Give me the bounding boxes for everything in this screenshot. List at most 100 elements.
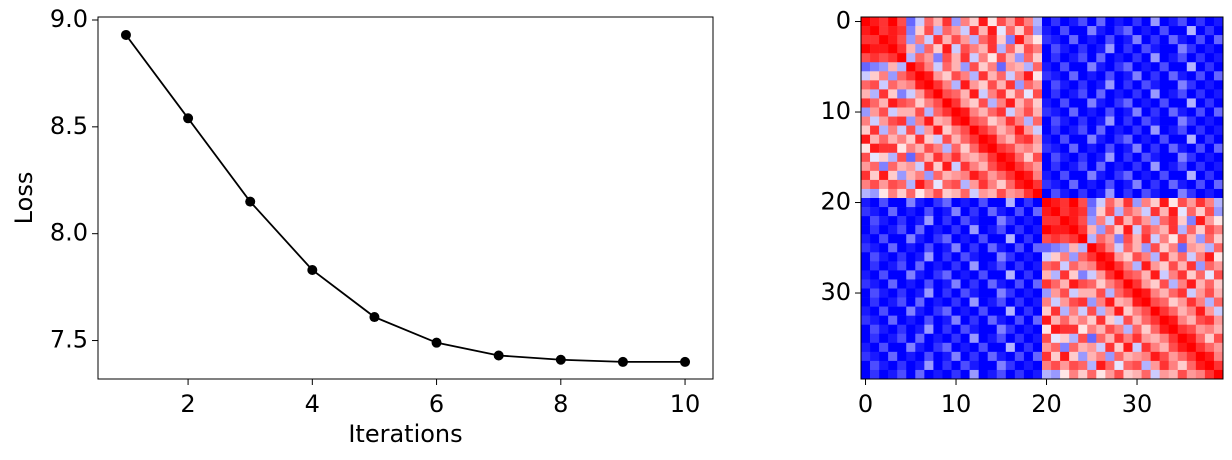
- heatmap-cell: [1014, 288, 1025, 298]
- heatmap-cell: [1213, 26, 1224, 36]
- heatmap-cell: [1060, 62, 1070, 72]
- heatmap-cell: [996, 26, 1007, 36]
- heatmap-cell: [1141, 306, 1151, 316]
- heatmap-cell: [1123, 369, 1133, 380]
- heatmap-cell: [888, 225, 898, 235]
- heatmap-cell: [1005, 261, 1016, 271]
- heatmap-cell: [978, 62, 988, 72]
- heatmap-cell: [1042, 98, 1052, 108]
- heatmap-cell: [1123, 207, 1133, 217]
- heatmap-cell: [870, 134, 880, 144]
- heatmap-cell: [915, 26, 925, 36]
- heatmap-cell: [1159, 134, 1169, 144]
- heatmap-cell: [1087, 252, 1097, 262]
- heatmap-cell: [1132, 26, 1142, 36]
- heatmap-cell: [1096, 125, 1106, 135]
- heatmap-cell: [1132, 134, 1142, 144]
- heatmap-cell: [1069, 252, 1079, 262]
- heatmap-cell: [1177, 161, 1188, 172]
- heatmap-cell: [1032, 333, 1043, 344]
- heatmap-cell: [1213, 71, 1224, 81]
- heatmap-cell: [1042, 279, 1052, 289]
- heatmap-cell: [1204, 360, 1215, 371]
- heatmap-cell: [1141, 134, 1151, 144]
- heatmap-cell: [888, 125, 898, 135]
- heatmap-cell: [1177, 143, 1188, 154]
- heatmap-cell: [1150, 288, 1160, 298]
- heatmap-cell: [1213, 207, 1224, 217]
- heatmap-cell: [1014, 342, 1025, 353]
- heatmap-cell: [1150, 270, 1160, 280]
- heatmap-cell: [879, 261, 889, 271]
- heatmap-cell: [1023, 143, 1034, 154]
- heatmap-cell: [924, 152, 934, 163]
- heatmap-cell: [942, 17, 952, 27]
- heatmap-cell: [1096, 44, 1106, 54]
- heatmap-cell: [924, 252, 934, 262]
- heatmap-cell: [1087, 98, 1097, 108]
- heatmap-cell: [1032, 188, 1043, 199]
- y-axis-label: Loss: [10, 172, 38, 225]
- heatmap-cell: [969, 333, 979, 344]
- heatmap-cell: [1132, 324, 1142, 335]
- heatmap-cell: [996, 179, 1007, 190]
- heatmap-cell: [1195, 107, 1206, 117]
- heatmap-cell: [888, 252, 898, 262]
- heatmap-cell: [951, 89, 961, 99]
- heatmap-cell: [1168, 198, 1179, 208]
- heatmap-cell: [1114, 342, 1124, 353]
- heatmap-cell: [924, 216, 934, 226]
- heatmap-cell: [1114, 125, 1124, 135]
- heatmap-cell: [1195, 80, 1206, 90]
- heatmap-cell: [897, 98, 907, 108]
- heatmap-cell: [1186, 179, 1197, 190]
- heatmap-cell: [1014, 261, 1025, 271]
- heatmap-cell: [1042, 207, 1052, 217]
- heatmap-cell: [1060, 26, 1070, 36]
- heatmap-cell: [1051, 297, 1061, 307]
- heatmap-cell: [915, 351, 925, 362]
- heatmap-cell: [879, 44, 889, 54]
- heatmap-cell: [933, 198, 943, 208]
- heatmap-cell: [933, 351, 943, 362]
- heatmap-cell: [1096, 98, 1106, 108]
- heatmap-cell: [1141, 243, 1151, 253]
- heatmap-cell: [915, 288, 925, 298]
- heatmap-cell: [924, 333, 934, 344]
- heatmap-cell: [1005, 288, 1016, 298]
- heatmap-cell: [1123, 143, 1133, 154]
- heatmap-cell: [870, 89, 880, 99]
- heatmap-cell: [1150, 152, 1160, 163]
- heatmap-cell: [888, 71, 898, 81]
- heatmap-cell: [951, 279, 961, 289]
- heatmap-cell: [1005, 198, 1016, 208]
- heatmap-cell: [906, 44, 916, 54]
- heatmap-cell: [1051, 324, 1061, 335]
- heatmap-cell: [897, 234, 907, 244]
- heatmap-cell: [1032, 342, 1043, 353]
- heatmap-cell: [1114, 107, 1124, 117]
- heatmap-cell: [870, 53, 880, 63]
- heatmap-cell: [978, 71, 988, 81]
- heatmap-cell: [1114, 252, 1124, 262]
- heatmap-cell: [951, 98, 961, 108]
- heatmap-cell: [1087, 170, 1097, 181]
- heatmap-cell: [1014, 188, 1025, 199]
- heatmap-cell: [1114, 297, 1124, 307]
- heatmap-cell: [1014, 297, 1025, 307]
- heatmap-cell: [1159, 143, 1169, 154]
- heatmap-cell: [1195, 71, 1206, 81]
- marker: [307, 265, 318, 276]
- heatmap-cell: [1114, 225, 1124, 235]
- heatmap-cell: [987, 125, 998, 135]
- heatmap-cell: [1069, 89, 1079, 99]
- heatmap-cell: [1023, 71, 1034, 81]
- axes-frame: [860, 16, 1224, 380]
- heatmap-cell: [1105, 53, 1115, 63]
- heatmap-cell: [951, 198, 961, 208]
- heatmap-cell: [1213, 44, 1224, 54]
- heatmap-cell: [1132, 369, 1142, 380]
- heatmap-cell: [969, 360, 979, 371]
- heatmap-cell: [969, 279, 979, 289]
